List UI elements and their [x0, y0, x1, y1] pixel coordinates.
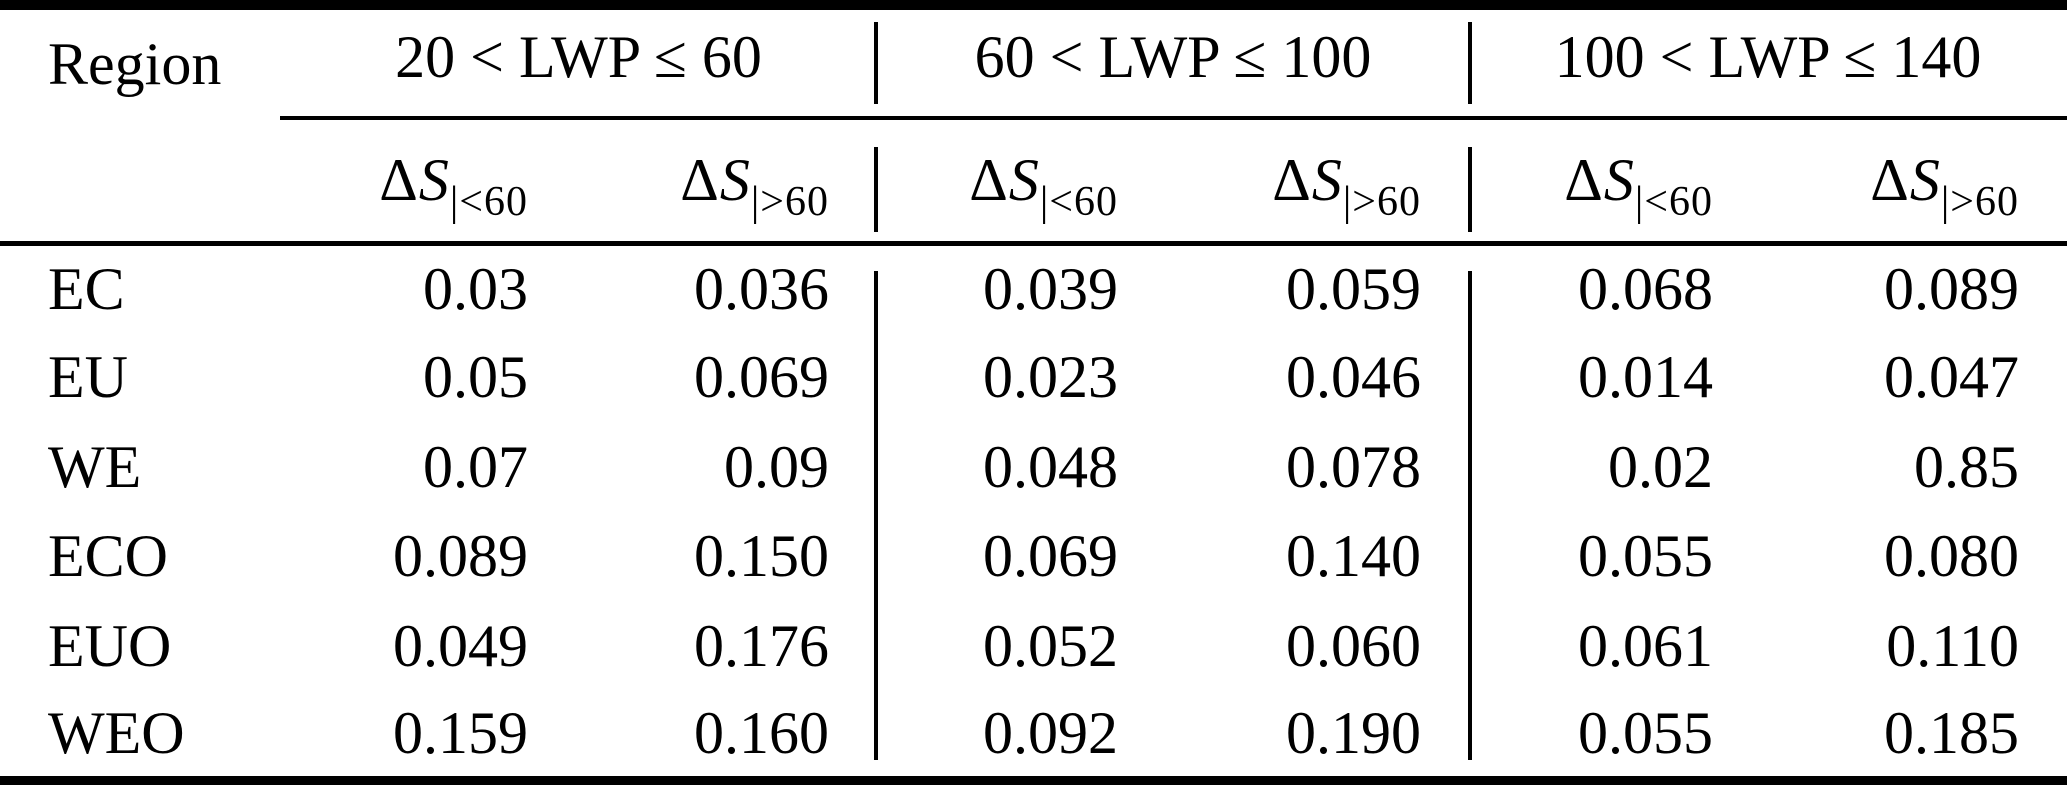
value-cell: 0.185 [1884, 699, 2019, 766]
value-cell: 0.069 [694, 344, 829, 411]
subheader-delta-s-lt60-g1: ΔS|<60 [280, 118, 560, 247]
value-cell: 0.060 [1286, 612, 1421, 679]
table-row-weo: WEO 0.159 0.160 0.092 0.190 0.055 0.185 [0, 691, 2067, 781]
value-cell: 0.140 [1286, 523, 1421, 590]
value-cell: 0.09 [724, 433, 829, 500]
value-cell: 0.039 [983, 256, 1118, 323]
group-header-lwp-20-60: 20 < LWP ≤ 60 [280, 5, 877, 121]
value-cell: 0.159 [393, 699, 528, 766]
column-separator [874, 271, 878, 760]
value-cell: 0.089 [393, 523, 528, 590]
column-separator [1468, 147, 1472, 232]
subheader-delta-s-lt60-g3: ΔS|<60 [1469, 118, 1745, 247]
subheader-delta-s-gt60-g3: ΔS|>60 [1745, 118, 2067, 247]
table-row-eco: ECO 0.089 0.150 0.069 0.140 0.055 0.080 [0, 512, 2067, 601]
row-label: EUO [48, 612, 172, 679]
value-cell: 0.03 [423, 256, 528, 323]
value-cell: 0.069 [983, 523, 1118, 590]
column-separator [874, 147, 878, 232]
subheader-delta-s-lt60-g2: ΔS|<60 [877, 118, 1150, 247]
column-separator [1468, 22, 1472, 104]
value-cell: 0.190 [1286, 699, 1421, 766]
value-cell: 0.061 [1578, 612, 1713, 679]
value-cell: 0.092 [983, 699, 1118, 766]
column-separator [1468, 271, 1472, 760]
value-cell: 0.055 [1578, 523, 1713, 590]
value-cell: 0.036 [694, 256, 829, 323]
table-row-euo: EUO 0.049 0.176 0.052 0.060 0.061 0.110 [0, 601, 2067, 690]
group-header-lwp-60-100: 60 < LWP ≤ 100 [877, 5, 1469, 121]
column-separator [874, 22, 878, 104]
value-cell: 0.176 [694, 612, 829, 679]
value-cell: 0.055 [1578, 699, 1713, 766]
row-label: EU [48, 344, 128, 411]
value-cell: 0.048 [983, 433, 1118, 500]
row-label: EC [48, 256, 125, 323]
table-row-eu: EU 0.05 0.069 0.023 0.046 0.014 0.047 [0, 333, 2067, 422]
value-cell: 0.049 [393, 612, 528, 679]
value-cell: 0.052 [983, 612, 1118, 679]
delta-s-symbol: ΔS [379, 147, 450, 214]
value-cell: 0.046 [1286, 344, 1421, 411]
delta-s-symbol: ΔS [1870, 147, 1941, 214]
group-header-lwp-100-140: 100 < LWP ≤ 140 [1469, 5, 2067, 121]
delta-s-symbol: ΔS [680, 147, 751, 214]
value-cell: 0.110 [1886, 612, 2019, 679]
value-cell: 0.07 [423, 433, 528, 500]
value-cell: 0.089 [1884, 256, 2019, 323]
delta-s-symbol: ΔS [1272, 147, 1343, 214]
value-cell: 0.85 [1914, 433, 2019, 500]
subheader-row: ΔS|<60 ΔS|>60 ΔS|<60 ΔS|>60 ΔS|<60 ΔS|>6… [0, 118, 2067, 247]
value-cell: 0.078 [1286, 433, 1421, 500]
group-header-row: Region 20 < LWP ≤ 60 60 < LWP ≤ 100 100 … [0, 5, 2067, 247]
subheader-delta-s-gt60-g1: ΔS|>60 [560, 118, 877, 247]
value-cell: 0.05 [423, 344, 528, 411]
table-row-ec: EC 0.03 0.036 0.039 0.059 0.068 0.089 [0, 244, 2067, 333]
delta-s-symbol: ΔS [969, 147, 1040, 214]
region-column-header: Region [0, 5, 280, 247]
table-row-we: WE 0.07 0.09 0.048 0.078 0.02 0.85 [0, 423, 2067, 512]
value-cell: 0.150 [694, 523, 829, 590]
row-label: WE [48, 433, 142, 500]
subheader-delta-s-gt60-g2: ΔS|>60 [1150, 118, 1469, 247]
delta-s-symbol: ΔS [1564, 147, 1635, 214]
value-cell: 0.047 [1884, 344, 2019, 411]
value-cell: 0.160 [694, 699, 829, 766]
value-cell: 0.02 [1608, 433, 1713, 500]
value-cell: 0.059 [1286, 256, 1421, 323]
row-label: WEO [48, 699, 185, 766]
value-cell: 0.080 [1884, 523, 2019, 590]
value-cell: 0.014 [1578, 344, 1713, 411]
row-label: ECO [48, 523, 168, 590]
value-cell: 0.023 [983, 344, 1118, 411]
value-cell: 0.068 [1578, 256, 1713, 323]
